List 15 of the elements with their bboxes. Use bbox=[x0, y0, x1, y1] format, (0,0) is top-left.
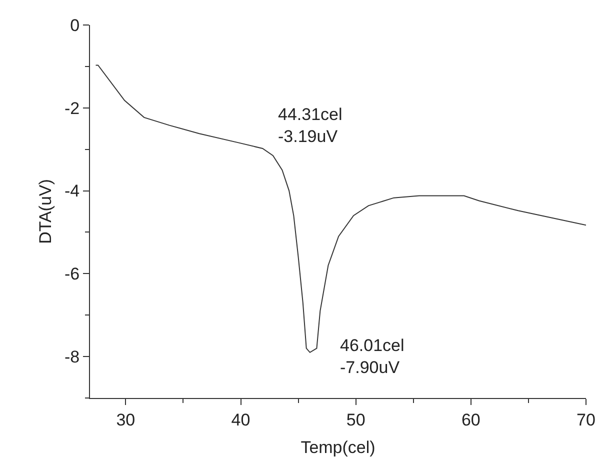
y-tick-label: -6 bbox=[64, 264, 80, 284]
annotation: 46.01cel -7.90uV bbox=[340, 336, 404, 378]
x-tick-label: 70 bbox=[576, 410, 596, 430]
line-series bbox=[95, 64, 586, 353]
x-tick-label: 60 bbox=[461, 410, 480, 430]
y-tick-label: -2 bbox=[64, 98, 80, 118]
x-tick-label: 40 bbox=[231, 410, 250, 430]
y-tick-label: 0 bbox=[70, 16, 80, 35]
x-tick-label: 30 bbox=[116, 410, 136, 430]
annotation: 44.31cel -3.19uV bbox=[278, 105, 342, 146]
y-tick-label: -8 bbox=[64, 348, 80, 367]
y-axis-title: DTA(uV) bbox=[36, 179, 56, 244]
x-tick-label: 50 bbox=[346, 410, 366, 430]
y-tick-label: -4 bbox=[64, 182, 80, 201]
x-axis-title: Temp(cel) bbox=[300, 438, 376, 457]
